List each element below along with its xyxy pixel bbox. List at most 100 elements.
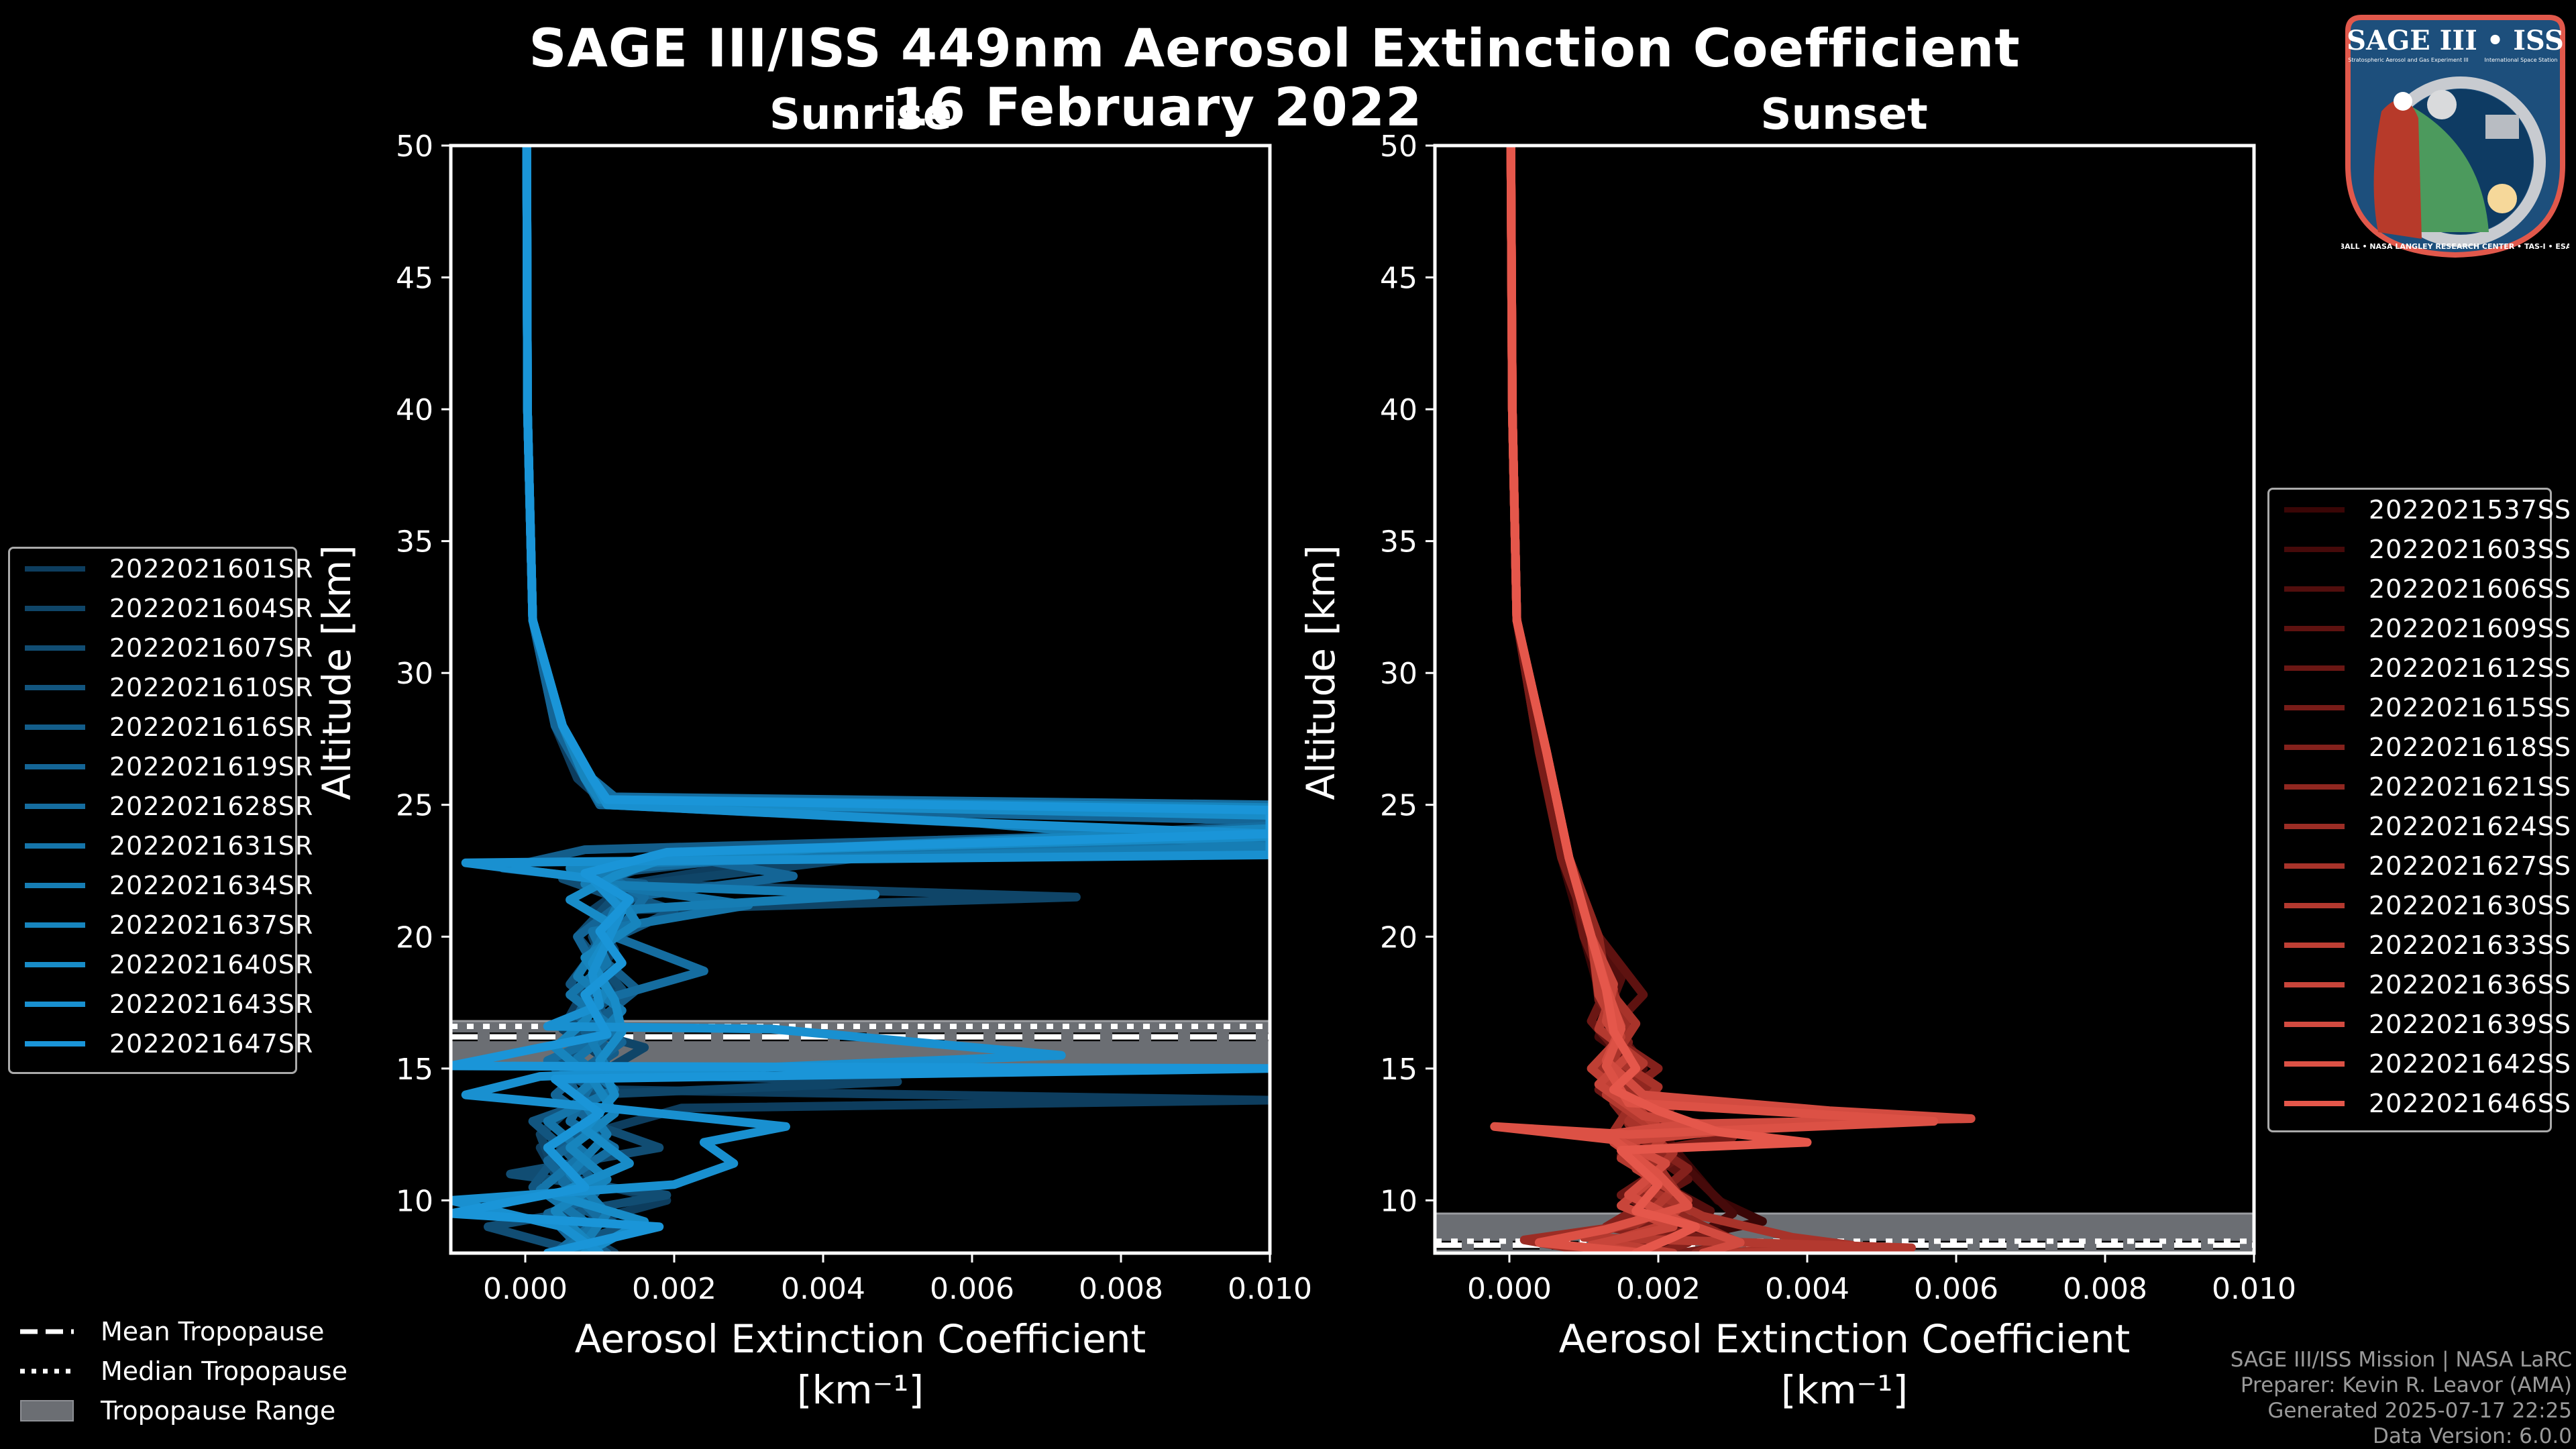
legend-item: 2022021634SR [10, 865, 313, 905]
sunset-x-tick-label: 0.000 [1467, 1272, 1552, 1306]
legend-label: 2022021624SS [2369, 811, 2572, 841]
legend-line-swatch-icon [2284, 625, 2345, 631]
legend-line-swatch-icon [2284, 744, 2345, 750]
sunset-x-tick-label: 0.002 [1616, 1272, 1701, 1306]
legend-line-swatch-icon [25, 605, 85, 611]
logo-wizard-figure [2373, 99, 2422, 239]
legend-item: 2022021604SR [10, 588, 313, 628]
legend-label: 2022021639SS [2369, 1009, 2572, 1039]
sunrise-y-tick-label: 45 [396, 262, 433, 296]
legend-label: 2022021612SS [2369, 653, 2572, 683]
logo-subtitle-right: International Space Station [2485, 57, 2558, 63]
logo-iss-icon [2485, 115, 2519, 139]
sunset-plot-area [1435, 146, 2254, 1253]
legend-line-swatch-icon [2284, 823, 2345, 829]
series-line-2022021642SS [1490, 146, 1939, 1253]
logo-ring-text: BALL • NASA LANGLEY RESEARCH CENTER • TA… [2341, 242, 2569, 251]
sunrise-x-tick-label: 0.000 [483, 1272, 568, 1306]
series-line-2022021639SS [1506, 146, 1976, 1253]
series-line-2022021647SR [451, 146, 1270, 1253]
logo-sun-icon [2487, 184, 2517, 213]
legend-label: 2022021537SS [2369, 494, 2572, 525]
legend-item: 2022021616SR [10, 707, 313, 747]
legend-item: 2022021640SR [10, 945, 313, 984]
sunset-y-tick-label: 35 [1380, 525, 1417, 559]
sunrise-y-tick-label: 30 [396, 657, 433, 691]
legend-label: 2022021601SR [109, 553, 314, 584]
legend-line-swatch-icon [25, 1040, 85, 1046]
legend-line-swatch-icon [2284, 586, 2345, 592]
sunrise-x-axis-unit: [km⁻¹] [797, 1367, 924, 1413]
legend-item: 2022021537SS [2269, 490, 2571, 529]
sunset-x-tick-label: 0.010 [2212, 1272, 2296, 1306]
legend-item: 2022021609SS [2269, 608, 2571, 648]
legend-label: 2022021603SS [2369, 534, 2572, 564]
legend-line-swatch-icon [25, 843, 85, 849]
legend-line-swatch-icon [25, 724, 85, 730]
legend-item: 2022021643SR [10, 984, 313, 1024]
sunrise-panel-title: Sunrise [769, 90, 953, 140]
legend-label: 2022021615SS [2369, 692, 2572, 722]
legend-label: Mean Tropopause [101, 1316, 325, 1346]
legend-label: 2022021631SR [109, 830, 314, 861]
credit-preparer: Preparer: Kevin R. Leavor (AMA) [2240, 1373, 2572, 1397]
series-line-2022021630SS [1506, 146, 1916, 1253]
sunset-legend: 2022021537SS 2022021603SS 2022021606SS 2022… [2267, 488, 2571, 1132]
legend-label: 2022021619SR [109, 751, 314, 782]
sunset-y-tick-label: 10 [1380, 1184, 1417, 1218]
sunset-panel-title: Sunset [1760, 90, 1928, 140]
legend-line-swatch-icon [2284, 863, 2345, 869]
legend-label: 2022021643SR [109, 989, 314, 1019]
sunrise-x-tick-label: 0.006 [930, 1272, 1014, 1306]
legend-label: 2022021616SR [109, 712, 314, 742]
sunset-y-tick-label: 45 [1380, 262, 1417, 296]
sunset-y-tick-label: 30 [1380, 657, 1417, 691]
logo-wizard-beard [2394, 92, 2412, 111]
legend-item: 2022021618SS [2269, 727, 2571, 767]
sunrise-y-tick-label: 25 [396, 789, 433, 823]
legend-line-swatch-icon [25, 1001, 85, 1007]
sunrise-x-tick-label: 0.008 [1079, 1272, 1163, 1306]
legend-item: 2022021633SS [2269, 925, 2571, 965]
sunrise-axes-frame [449, 144, 1272, 1255]
legend-line-swatch-icon [2284, 1100, 2345, 1106]
legend-line-swatch-icon [2284, 942, 2345, 948]
legend-line-swatch-icon [25, 566, 85, 572]
sunset-x-tick-label: 0.004 [1765, 1272, 1849, 1306]
legend-item: 2022021610SR [10, 667, 313, 707]
logo-subtitle-left: Stratospheric Aerosol and Gas Experiment… [2348, 57, 2468, 63]
legend-item: 2022021627SS [2269, 846, 2571, 885]
legend-item: 2022021639SS [2269, 1004, 2571, 1044]
legend-item: 2022021637SR [10, 905, 313, 945]
legend-label: 2022021606SS [2369, 574, 2572, 604]
legend-line-swatch-icon [2284, 546, 2345, 552]
legend-label: Median Tropopause [101, 1356, 347, 1386]
legend-item: 2022021628SR [10, 786, 313, 826]
legend-item: 2022021615SS [2269, 688, 2571, 727]
sunrise-y-tick-label: 20 [396, 920, 433, 955]
chart-title: SAGE III/ISS 449nm Aerosol Extinction Co… [529, 19, 2021, 79]
legend-line-swatch-icon [2284, 1061, 2345, 1067]
legend-label: Tropopause Range [101, 1395, 336, 1426]
band-swatch-icon [20, 1399, 74, 1421]
sunset-x-axis-label: Aerosol Extinction Coefficient [1559, 1316, 2131, 1362]
legend-label: 2022021646SS [2369, 1088, 2572, 1118]
legend-label: 2022021604SR [109, 593, 314, 623]
chart-date: 16 February 2022 [892, 78, 1423, 138]
legend-label: 2022021634SR [109, 870, 314, 900]
sunrise-y-tick-label: 50 [396, 129, 433, 164]
legend-label: 2022021647SR [109, 1028, 314, 1059]
legend-line-swatch-icon [25, 961, 85, 967]
series-line-2022021601SR [522, 146, 1270, 1253]
legend-label: 2022021637SR [109, 910, 314, 940]
sunset-x-tick-label: 0.006 [1914, 1272, 1998, 1306]
series-line-2022021627SS [1506, 146, 1857, 1253]
legend-line-swatch-icon [2284, 1021, 2345, 1027]
legend-item: 2022021630SS [2269, 885, 2571, 925]
logo-earth [2408, 105, 2489, 232]
legend-label: 2022021610SR [109, 672, 314, 702]
logo-moon-icon [2427, 90, 2457, 119]
legend-label: 2022021607SR [109, 633, 314, 663]
sunrise-x-tick-label: 0.004 [781, 1272, 865, 1306]
legend-line-swatch-icon [2284, 665, 2345, 671]
